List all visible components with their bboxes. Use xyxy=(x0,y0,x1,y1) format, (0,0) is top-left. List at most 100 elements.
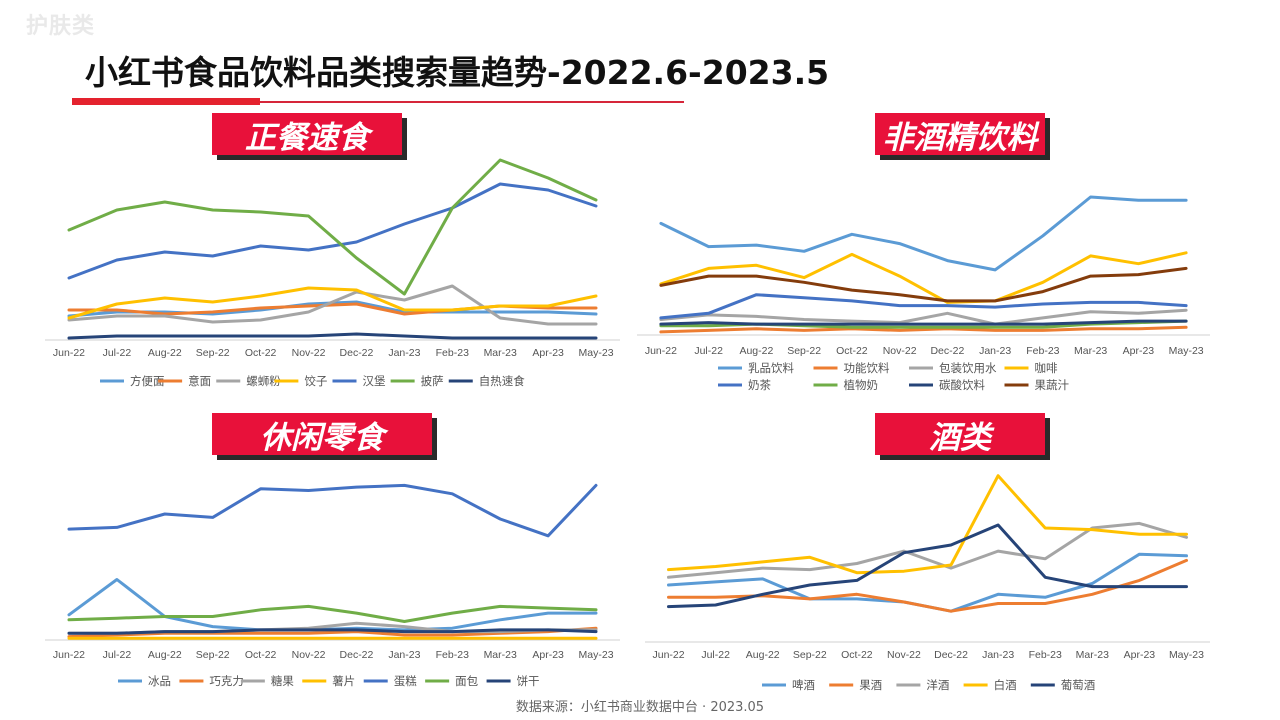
legend-label: 披萨 xyxy=(421,374,444,388)
x-tick-label: Jan-23 xyxy=(388,347,420,359)
x-tick-label: Jul-22 xyxy=(694,345,723,357)
chart-alcohol: Jun-22 Jul-22 Aug-22 Sep-22 Oct-22 Nov-22 Dec-… xyxy=(645,474,1210,692)
x-tick-label: Jul-22 xyxy=(103,347,132,359)
x-tick-label: Jun-22 xyxy=(652,649,684,661)
x-tick-label: Jan-23 xyxy=(979,345,1011,357)
legend-label: 包装饮用水 xyxy=(939,361,997,375)
series-line-5 xyxy=(667,523,1188,609)
series-line-5 xyxy=(67,483,598,538)
legend-label: 果蔬汁 xyxy=(1035,378,1070,392)
x-tick-label: Nov-22 xyxy=(292,347,326,359)
x-tick-label: Dec-22 xyxy=(930,345,964,357)
legend-label: 冰品 xyxy=(148,674,171,688)
legend-label: 意面 xyxy=(188,374,211,388)
series-line-2 xyxy=(67,626,598,639)
x-tick-label: May-23 xyxy=(579,649,614,661)
x-tick-label: Feb-23 xyxy=(436,347,469,359)
x-tick-label: Nov-22 xyxy=(883,345,917,357)
x-tick-label: Oct-22 xyxy=(841,649,873,661)
x-tick-label: Sep-22 xyxy=(196,347,230,359)
x-tick-label: Jul-22 xyxy=(701,649,730,661)
series-line-3 xyxy=(67,284,598,326)
x-tick-label: Apr-23 xyxy=(1123,345,1155,357)
legend-label: 饼干 xyxy=(517,674,540,688)
series-line-7 xyxy=(67,332,598,340)
x-tick-label: Mar-23 xyxy=(484,649,517,661)
x-tick-label: Aug-22 xyxy=(739,345,773,357)
x-tick-label: May-23 xyxy=(1169,649,1204,661)
legend-label: 汉堡 xyxy=(363,374,386,388)
x-tick-label: Feb-23 xyxy=(436,649,469,661)
x-tick-label: Mar-23 xyxy=(1076,649,1109,661)
x-tick-label: Feb-23 xyxy=(1026,345,1059,357)
x-tick-label: Sep-22 xyxy=(787,345,821,357)
legend-label: 薯片 xyxy=(332,674,355,688)
x-tick-label: Jan-23 xyxy=(982,649,1014,661)
legend-label: 巧克力 xyxy=(209,674,244,688)
x-tick-label: Mar-23 xyxy=(484,347,517,359)
chart-meals: Jun-22 Jul-22 Aug-22 Sep-22 Oct-22 Nov-22 Dec-… xyxy=(45,158,620,388)
x-tick-label: Jul-22 xyxy=(103,649,132,661)
series-line-3 xyxy=(667,521,1188,579)
legend-label: 植物奶 xyxy=(844,378,879,392)
legend-label: 糖果 xyxy=(271,674,294,688)
chart-snacks: Jun-22 Jul-22 Aug-22 Sep-22 Oct-22 Nov-22 Dec-… xyxy=(45,483,620,688)
series-line-1 xyxy=(67,578,598,632)
x-tick-label: Apr-23 xyxy=(532,347,564,359)
series-line-8 xyxy=(659,266,1188,303)
legend-label: 果酒 xyxy=(859,678,882,692)
x-tick-label: Oct-22 xyxy=(245,347,277,359)
series-line-2 xyxy=(659,325,1188,334)
x-tick-label: Jun-22 xyxy=(53,649,85,661)
series-line-7 xyxy=(659,319,1188,326)
series-line-5 xyxy=(67,182,598,280)
x-tick-label: Feb-23 xyxy=(1029,649,1062,661)
series-line-3 xyxy=(659,308,1188,326)
legend-label: 乳品饮料 xyxy=(748,361,794,375)
panel-label-snacks: 休闲零食 xyxy=(212,413,432,456)
x-tick-label: May-23 xyxy=(579,347,614,359)
title-underline-accent xyxy=(72,98,260,105)
chart-soft-drinks: Jun-22 Jul-22 Aug-22 Sep-22 Oct-22 Nov-22 Dec-… xyxy=(637,195,1210,392)
x-tick-label: Jun-22 xyxy=(53,347,85,359)
series-line-4 xyxy=(67,286,598,320)
x-tick-label: Oct-22 xyxy=(245,649,277,661)
legend-label: 功能饮料 xyxy=(844,361,890,375)
panel-label-soft-drinks: 非酒精饮料 xyxy=(875,113,1045,156)
x-tick-label: Aug-22 xyxy=(746,649,780,661)
x-tick-label: Mar-23 xyxy=(1074,345,1107,357)
legend-label: 啤酒 xyxy=(792,678,815,692)
x-tick-label: May-23 xyxy=(1169,345,1204,357)
x-tick-label: Jan-23 xyxy=(388,649,420,661)
legend-label: 自热速食 xyxy=(479,374,525,388)
panel-label-meals: 正餐速食 xyxy=(212,113,402,156)
legend-label: 蛋糕 xyxy=(394,674,417,688)
series-line-4 xyxy=(667,474,1188,575)
series-line-7 xyxy=(67,628,598,635)
source-footer: 数据来源：小红书商业数据中台 · 2023.05 xyxy=(515,700,765,715)
x-tick-label: Aug-22 xyxy=(148,347,182,359)
x-tick-label: Sep-22 xyxy=(793,649,827,661)
legend-label: 饺子 xyxy=(304,374,327,388)
series-line-6 xyxy=(67,604,598,623)
series-line-6 xyxy=(67,158,598,296)
x-tick-label: Oct-22 xyxy=(836,345,868,357)
x-tick-label: Apr-23 xyxy=(1124,649,1156,661)
series-line-4 xyxy=(659,251,1188,304)
legend-label: 螺蛳粉 xyxy=(246,374,281,388)
legend-label: 咖啡 xyxy=(1035,361,1058,375)
x-tick-label: Dec-22 xyxy=(340,649,374,661)
title-underline xyxy=(72,101,684,103)
x-tick-label: Sep-22 xyxy=(196,649,230,661)
legend-label: 面包 xyxy=(455,674,478,688)
legend-label: 奶茶 xyxy=(748,378,771,392)
x-tick-label: Dec-22 xyxy=(934,649,968,661)
series-line-5 xyxy=(659,293,1188,320)
legend-label: 方便面 xyxy=(130,374,165,388)
x-tick-label: Nov-22 xyxy=(887,649,921,661)
legend-label: 葡萄酒 xyxy=(1061,678,1096,692)
x-tick-label: Aug-22 xyxy=(148,649,182,661)
x-tick-label: Jun-22 xyxy=(645,345,677,357)
panel-label-alcohol: 酒类 xyxy=(875,413,1045,456)
